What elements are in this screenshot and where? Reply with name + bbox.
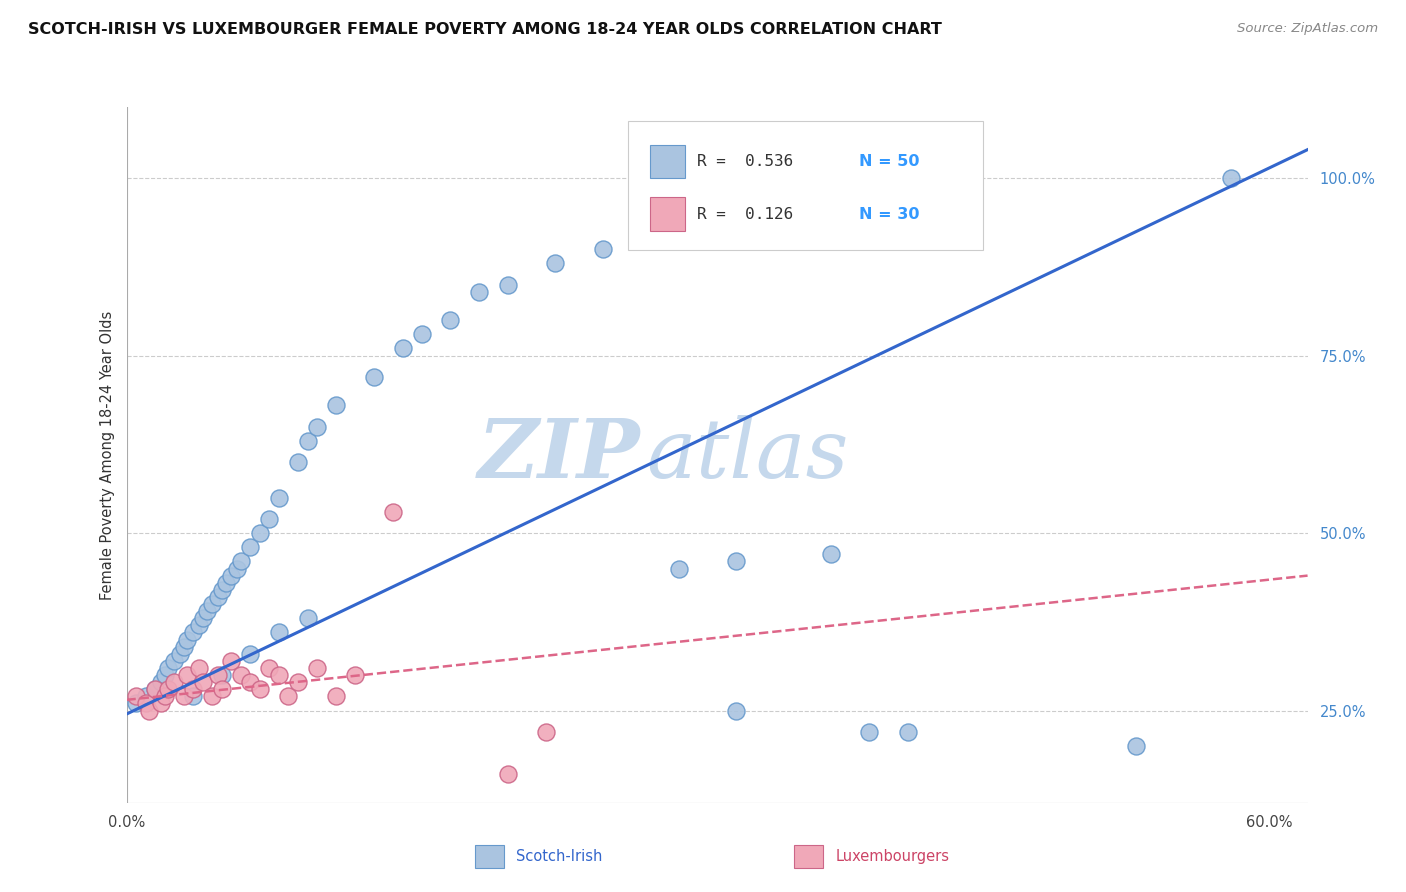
Point	[195, 604, 218, 618]
Point	[592, 242, 614, 256]
Point	[187, 661, 209, 675]
Point	[325, 690, 347, 704]
Point	[534, 724, 557, 739]
Point	[544, 256, 567, 270]
Point	[135, 697, 157, 711]
FancyBboxPatch shape	[650, 145, 685, 178]
Point	[391, 342, 413, 356]
Point	[820, 547, 842, 561]
Point	[239, 540, 262, 554]
Point	[207, 668, 229, 682]
Point	[149, 675, 172, 690]
Point	[287, 675, 309, 690]
Point	[439, 313, 461, 327]
Point	[125, 690, 148, 704]
Point	[1125, 739, 1147, 753]
Point	[267, 668, 290, 682]
FancyBboxPatch shape	[628, 121, 983, 250]
Point	[363, 369, 385, 384]
Point	[305, 661, 328, 675]
Text: Scotch-Irish: Scotch-Irish	[516, 849, 603, 863]
Point	[259, 512, 281, 526]
Point	[201, 597, 224, 611]
Point	[143, 682, 166, 697]
Point	[214, 575, 236, 590]
Text: Source: ZipAtlas.com: Source: ZipAtlas.com	[1237, 22, 1378, 36]
Point	[229, 668, 252, 682]
Point	[344, 668, 367, 682]
Point	[211, 582, 233, 597]
Point	[149, 697, 172, 711]
Point	[138, 704, 160, 718]
Point	[668, 561, 690, 575]
Point	[173, 640, 195, 654]
Text: N = 30: N = 30	[859, 207, 920, 222]
Point	[249, 526, 271, 541]
Point	[163, 654, 186, 668]
Point	[239, 675, 262, 690]
Text: atlas: atlas	[647, 415, 849, 495]
FancyBboxPatch shape	[794, 846, 824, 868]
Point	[496, 277, 519, 292]
Point	[191, 611, 214, 625]
Point	[221, 568, 243, 582]
Point	[725, 554, 748, 568]
Point	[135, 690, 157, 704]
Point	[181, 625, 204, 640]
Point	[181, 690, 204, 704]
Point	[259, 661, 281, 675]
Text: Luxembourgers: Luxembourgers	[835, 849, 949, 863]
Point	[297, 434, 319, 448]
Point	[249, 682, 271, 697]
Point	[239, 647, 262, 661]
Point	[468, 285, 491, 299]
Point	[287, 455, 309, 469]
Point	[325, 398, 347, 412]
Text: N = 50: N = 50	[859, 153, 920, 169]
Point	[229, 554, 252, 568]
Text: R =  0.126: R = 0.126	[697, 207, 793, 222]
Point	[1220, 171, 1243, 186]
Point	[211, 682, 233, 697]
Point	[169, 647, 191, 661]
Point	[277, 690, 299, 704]
Point	[725, 704, 748, 718]
Point	[157, 661, 180, 675]
Point	[297, 611, 319, 625]
Point	[411, 327, 433, 342]
Point	[858, 724, 880, 739]
Point	[176, 632, 198, 647]
Text: ZIP: ZIP	[478, 415, 640, 495]
Point	[191, 675, 214, 690]
Point	[173, 690, 195, 704]
Point	[382, 505, 405, 519]
Point	[153, 668, 176, 682]
Point	[211, 668, 233, 682]
Point	[153, 690, 176, 704]
Point	[181, 682, 204, 697]
Y-axis label: Female Poverty Among 18-24 Year Olds: Female Poverty Among 18-24 Year Olds	[100, 310, 115, 599]
Point	[267, 491, 290, 505]
Text: R =  0.536: R = 0.536	[697, 153, 793, 169]
Point	[305, 419, 328, 434]
Point	[143, 682, 166, 697]
FancyBboxPatch shape	[475, 846, 505, 868]
Point	[496, 767, 519, 781]
FancyBboxPatch shape	[650, 197, 685, 231]
Point	[221, 654, 243, 668]
Point	[207, 590, 229, 604]
Point	[896, 724, 918, 739]
Point	[267, 625, 290, 640]
Text: SCOTCH-IRISH VS LUXEMBOURGER FEMALE POVERTY AMONG 18-24 YEAR OLDS CORRELATION CH: SCOTCH-IRISH VS LUXEMBOURGER FEMALE POVE…	[28, 22, 942, 37]
Point	[176, 668, 198, 682]
Point	[125, 697, 148, 711]
Point	[226, 561, 249, 575]
Point	[201, 690, 224, 704]
Point	[157, 682, 180, 697]
Point	[163, 675, 186, 690]
Point	[187, 618, 209, 632]
